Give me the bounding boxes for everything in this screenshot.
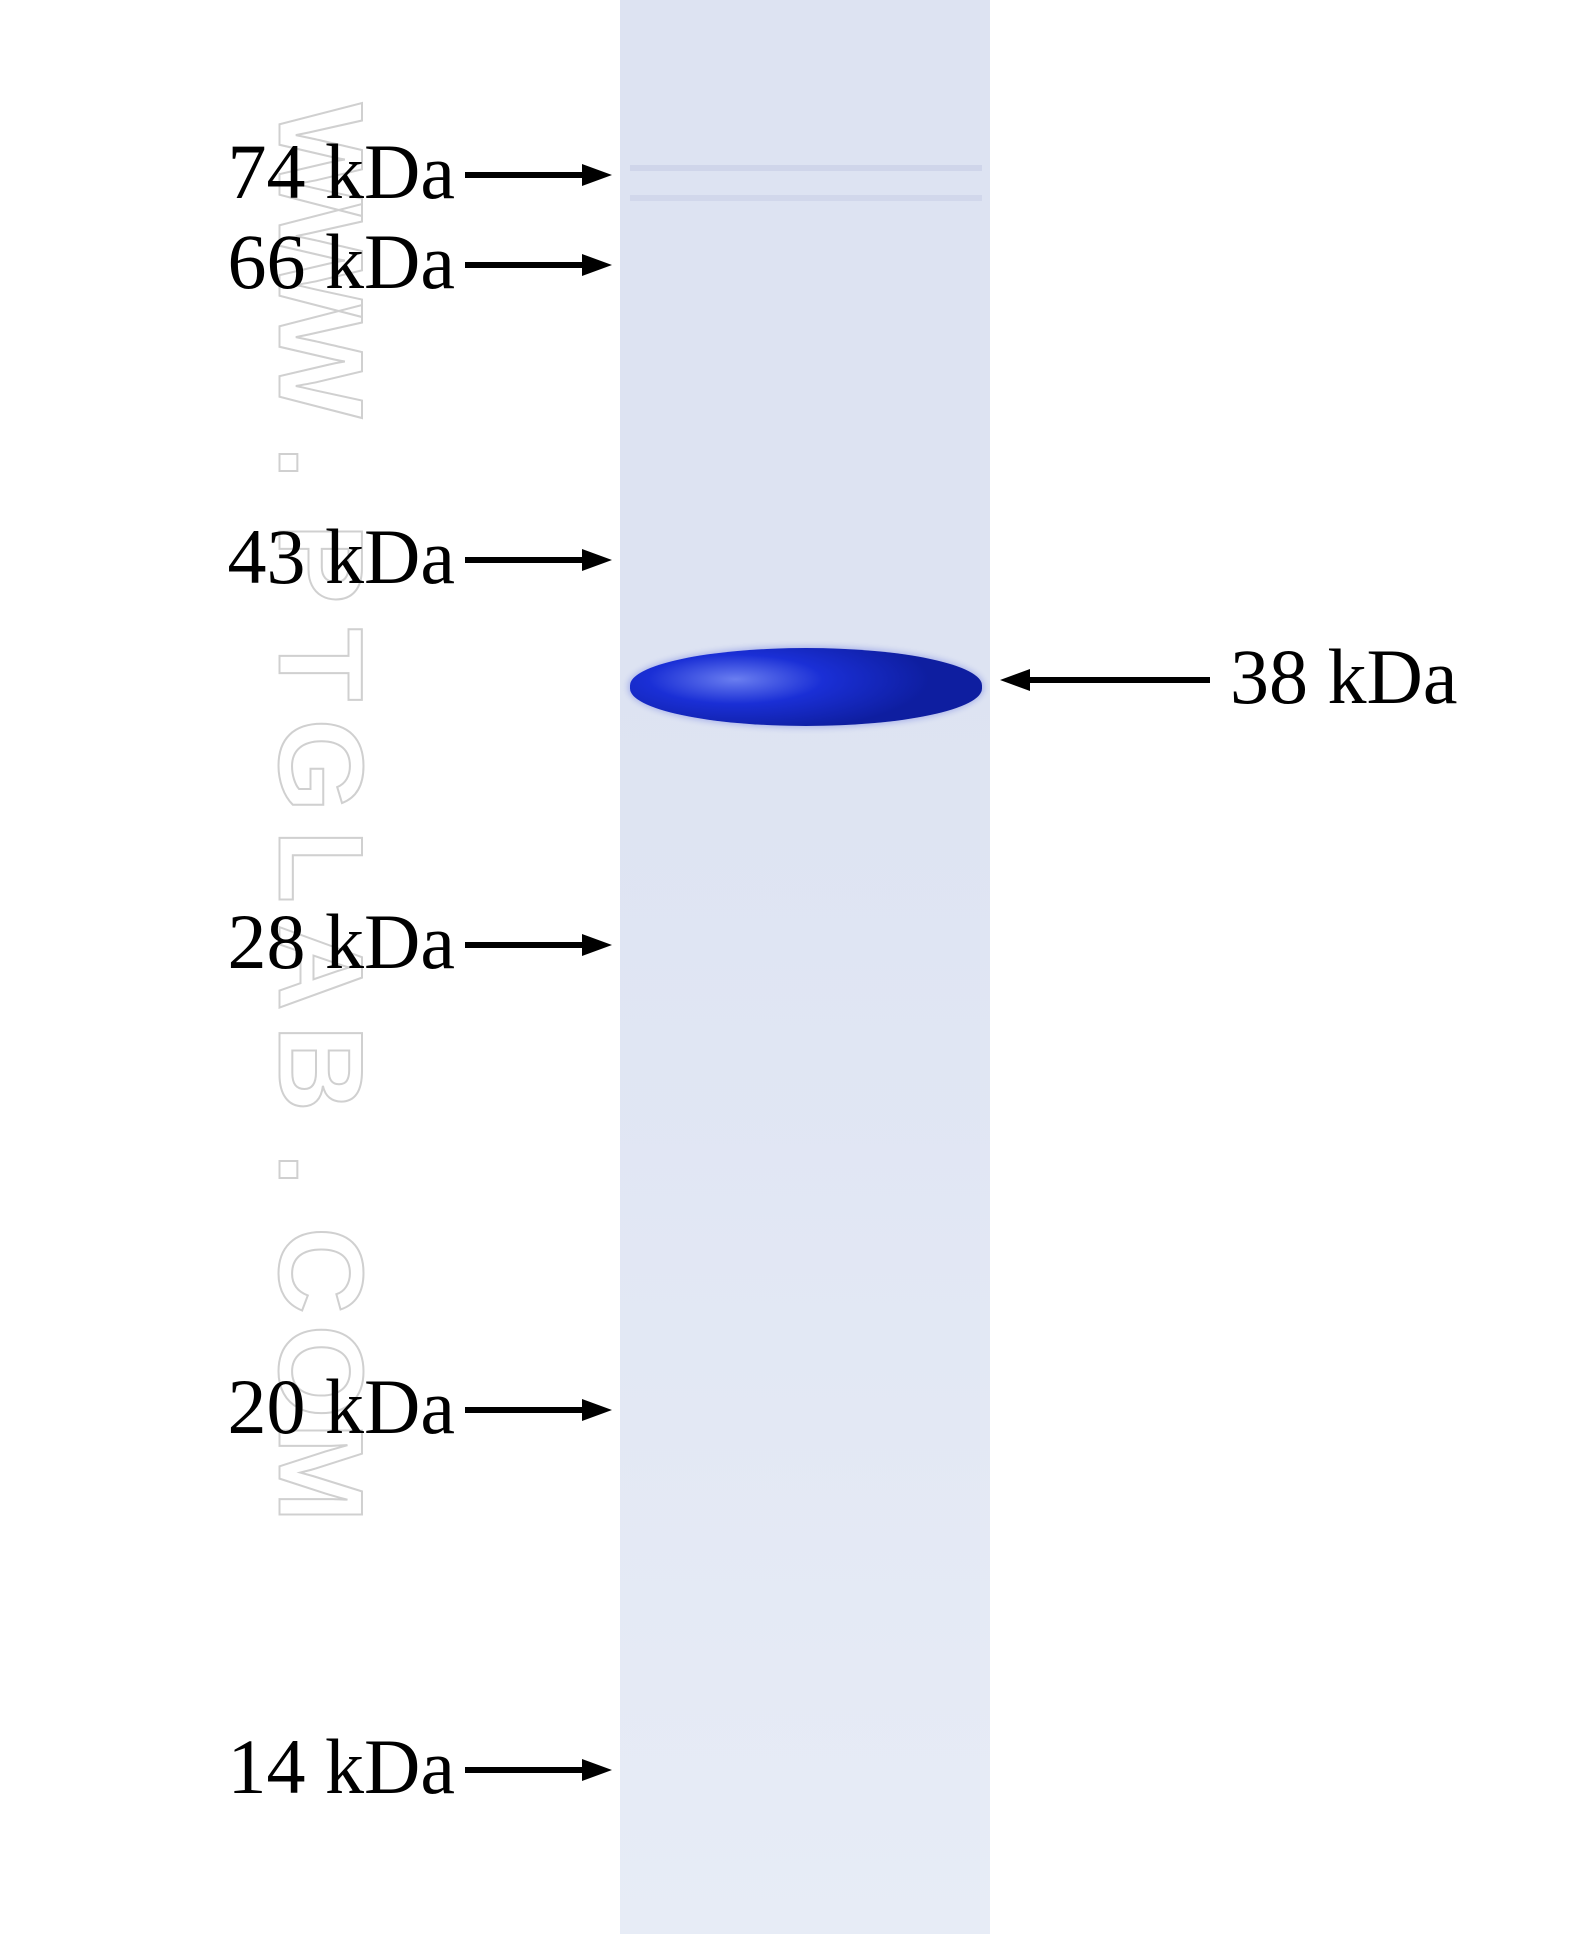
marker-arrow — [431, 239, 646, 291]
sample-arrow — [966, 654, 1244, 706]
watermark-char: C — [280, 1197, 381, 1347]
watermark-char: G — [280, 692, 381, 842]
marker-arrow — [431, 1744, 646, 1796]
watermark-char: T — [280, 591, 381, 741]
marker-arrow — [431, 919, 646, 971]
gel-canvas: WWW.PTGLAB.COM 74 kDa66 kDa 43 kDa 28 kDa 2… — [0, 0, 1585, 1934]
marker-label: 28 kDa — [228, 897, 455, 987]
marker-label: 14 kDa — [228, 1722, 455, 1812]
faint-band — [630, 165, 982, 171]
marker-arrow — [431, 149, 646, 201]
sample-band — [630, 648, 982, 726]
gel-lane — [620, 0, 990, 1934]
marker-label: 43 kDa — [228, 512, 455, 602]
watermark-char: B — [280, 995, 381, 1145]
faint-band — [630, 195, 982, 201]
watermark-char: . — [280, 1096, 381, 1246]
marker-label: 74 kDa — [228, 127, 455, 217]
marker-label: 20 kDa — [228, 1362, 455, 1452]
watermark-char: W — [280, 288, 381, 438]
watermark: WWW.PTGLAB.COM — [255, 110, 405, 1524]
marker-arrow — [431, 534, 646, 586]
marker-arrow — [431, 1384, 646, 1436]
marker-label: 66 kDa — [228, 217, 455, 307]
sample-label: 38 kDa — [1230, 632, 1457, 722]
